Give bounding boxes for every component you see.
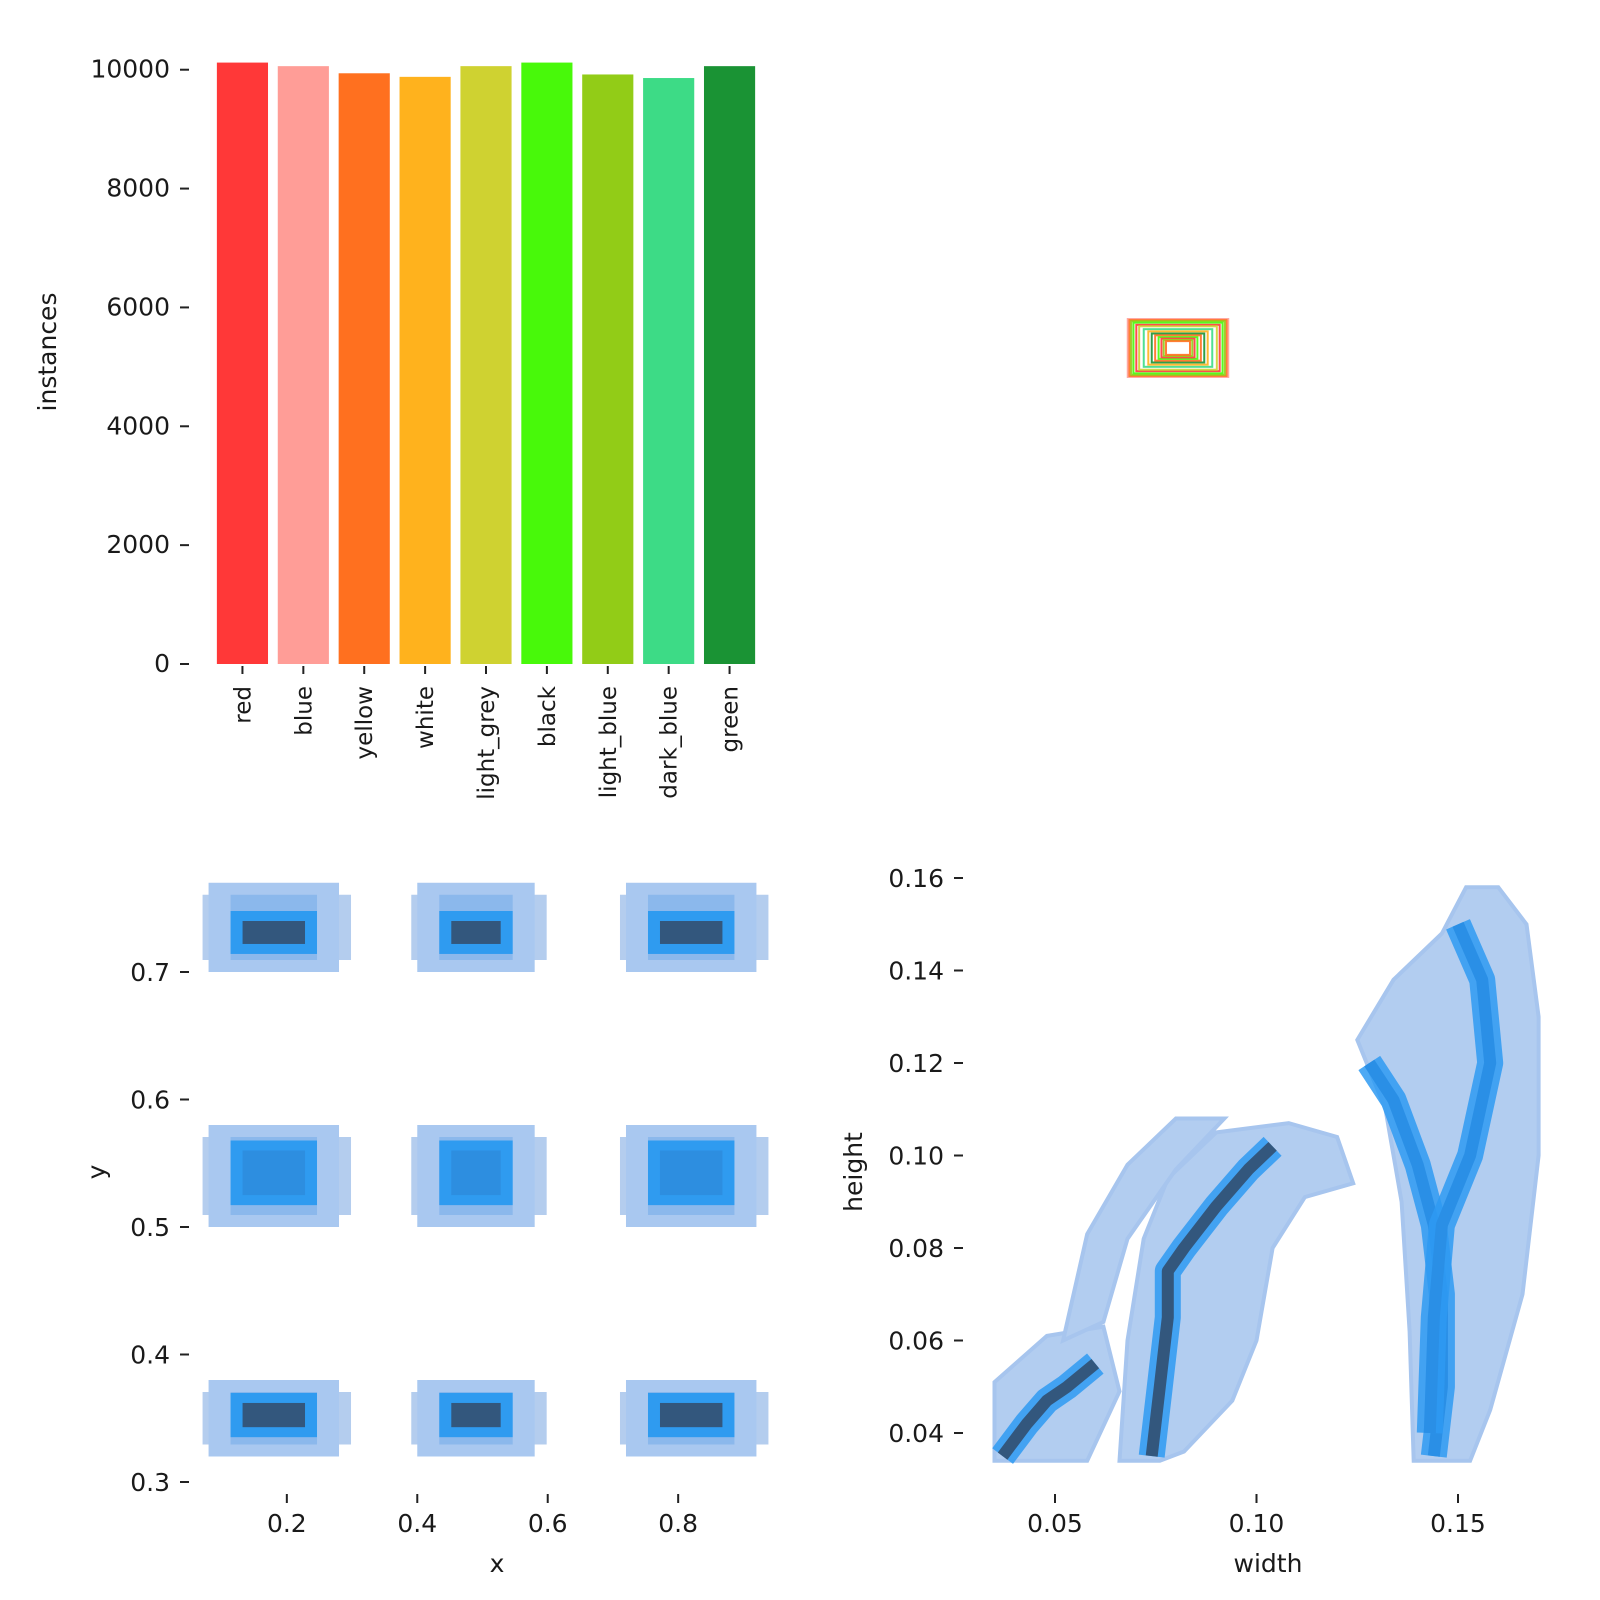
label-box bbox=[1126, 318, 1230, 378]
y-tick-label: 10000 bbox=[90, 55, 170, 84]
density-region bbox=[1060, 1116, 1229, 1345]
bar-light_grey bbox=[460, 66, 512, 665]
label-box bbox=[1154, 334, 1202, 362]
label-box bbox=[1165, 340, 1191, 356]
label-box bbox=[1150, 332, 1206, 364]
x-axis-label: width bbox=[1234, 1549, 1303, 1578]
x-tick-label: blue bbox=[291, 686, 317, 736]
bar-white bbox=[399, 76, 451, 665]
xy-heatmap-panel: 0.2 0.4 0.6 0.8 0.3 0.4 0.5 0.6 0.7 x y bbox=[82, 882, 769, 1578]
y-tick-label: 0.06 bbox=[888, 1327, 944, 1356]
heat-cell-peak bbox=[659, 1150, 723, 1196]
heat-cell-peak bbox=[242, 1150, 306, 1196]
x-tick-label: yellow bbox=[352, 686, 378, 759]
bar-light_blue bbox=[582, 74, 634, 665]
y-tick-label: 0.6 bbox=[130, 1086, 170, 1115]
label-box bbox=[1135, 323, 1221, 373]
y-axis-label: y bbox=[82, 1164, 111, 1179]
x-tick-label: green bbox=[718, 686, 744, 752]
y-tick-label: 4000 bbox=[106, 411, 170, 440]
heat-cell-peak bbox=[659, 1402, 723, 1428]
x-tick-label: 0.2 bbox=[267, 1509, 307, 1538]
label-box bbox=[1160, 337, 1196, 359]
x-tick-label: white bbox=[413, 686, 439, 749]
label-box bbox=[1157, 336, 1199, 360]
y-tick-label: 0.16 bbox=[888, 864, 944, 893]
y-axis-label: instances bbox=[33, 293, 62, 412]
y-tick-label: 0.4 bbox=[130, 1341, 170, 1370]
y-tick-label: 0.04 bbox=[888, 1419, 944, 1448]
density-region bbox=[1117, 1121, 1356, 1463]
x-tick-label: light_grey bbox=[474, 686, 500, 800]
box-overlay-panel bbox=[1126, 318, 1230, 378]
density-ridge-peak bbox=[997, 1358, 1100, 1460]
y-tick-label: 0.08 bbox=[888, 1234, 944, 1263]
label-box bbox=[1132, 321, 1224, 375]
y-tick-label: 6000 bbox=[106, 292, 170, 321]
density-ridge-peak bbox=[1145, 1141, 1277, 1457]
x-tick-label: dark_blue bbox=[657, 686, 683, 799]
y-tick-label: 0.14 bbox=[888, 957, 944, 986]
bar-blue bbox=[277, 66, 329, 665]
bar-black bbox=[521, 62, 573, 664]
bar-red bbox=[216, 62, 269, 664]
width-height-heatmap-panel: 0.05 0.10 0.15 0.04 0.06 0.08 0.10 0.12 0.14 0.16… bbox=[839, 864, 1541, 1578]
y-tick-label: 0 bbox=[154, 649, 170, 678]
x-tick-label: 0.4 bbox=[397, 1509, 437, 1538]
y-tick-label: 8000 bbox=[106, 174, 170, 203]
heat-cell-peak bbox=[451, 1150, 501, 1196]
x-tick-label: 0.6 bbox=[528, 1509, 568, 1538]
y-tick-label: 2000 bbox=[106, 530, 170, 559]
x-tick-label: light_blue bbox=[596, 686, 622, 798]
x-tick-label: 0.10 bbox=[1229, 1509, 1285, 1538]
y-tick-label: 0.7 bbox=[130, 958, 170, 987]
x-tick-label: red bbox=[230, 686, 256, 724]
x-tick-label: 0.8 bbox=[658, 1509, 698, 1538]
x-tick-label: 0.15 bbox=[1430, 1509, 1486, 1538]
bar-yellow bbox=[338, 73, 390, 664]
density-ridge-peak bbox=[1423, 921, 1497, 1434]
label-box bbox=[1162, 339, 1194, 357]
y-tick-label: 0.3 bbox=[130, 1468, 170, 1497]
y-tick-label: 0.5 bbox=[130, 1213, 170, 1242]
heat-cell-peak bbox=[451, 921, 501, 944]
heat-cell-peak bbox=[242, 921, 306, 944]
label-box bbox=[1138, 325, 1218, 371]
bar-chart-panel: red blue yellow white light_grey black light_b… bbox=[33, 55, 756, 800]
heat-cell-peak bbox=[242, 1402, 306, 1428]
label-box bbox=[1128, 319, 1228, 377]
y-tick-label: 0.10 bbox=[888, 1142, 944, 1171]
y-axis-label: height bbox=[839, 1132, 868, 1212]
x-tick-label: 0.05 bbox=[1027, 1509, 1083, 1538]
label-box bbox=[1130, 320, 1226, 376]
label-box bbox=[1147, 330, 1209, 366]
x-tick-label: black bbox=[535, 685, 561, 747]
bar-dark_blue bbox=[643, 78, 695, 664]
heat-cell-peak bbox=[451, 1402, 501, 1428]
label-box bbox=[1142, 328, 1214, 368]
x-axis-label: x bbox=[490, 1549, 505, 1578]
y-tick-label: 0.12 bbox=[888, 1049, 944, 1078]
heat-cell-peak bbox=[659, 921, 723, 944]
bar-green bbox=[703, 66, 756, 665]
